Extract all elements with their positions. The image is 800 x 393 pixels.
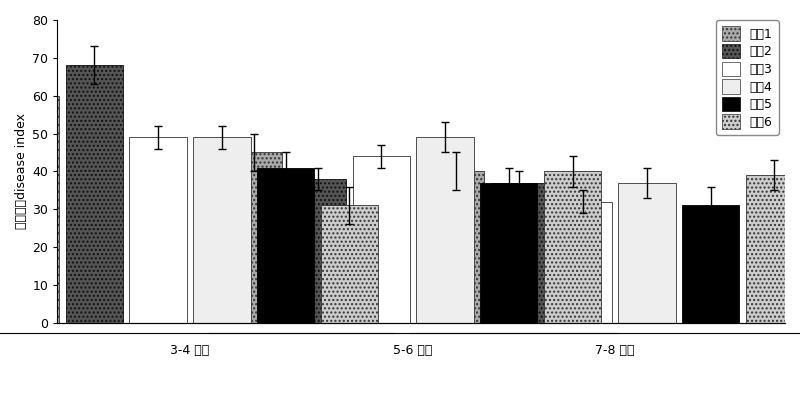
Text: 7-8 叶期: 7-8 叶期 [595,344,634,358]
Bar [618,183,675,323]
Bar [130,137,187,323]
Bar [490,183,548,323]
Bar [321,206,378,323]
Bar [353,156,410,323]
Bar [544,171,601,323]
Bar [193,137,250,323]
Bar [225,152,282,323]
Bar [554,202,612,323]
Legend: 材枙1, 材枙2, 材枙3, 材枙4, 材枙5, 材枙6: 材枙1, 材枙2, 材枙3, 材枙4, 材枙5, 材枙6 [716,20,778,135]
Bar [682,206,739,323]
Bar [746,175,800,323]
Y-axis label: 病情指数disease index: 病情指数disease index [15,114,28,230]
Bar [289,179,346,323]
Text: 5-6 叶期: 5-6 叶期 [394,344,433,358]
Bar [427,171,484,323]
Bar [257,168,314,323]
Bar [480,183,538,323]
Bar [66,65,123,323]
Bar [2,96,59,323]
Bar [416,137,474,323]
Text: 3-4 叶期: 3-4 叶期 [170,344,210,358]
